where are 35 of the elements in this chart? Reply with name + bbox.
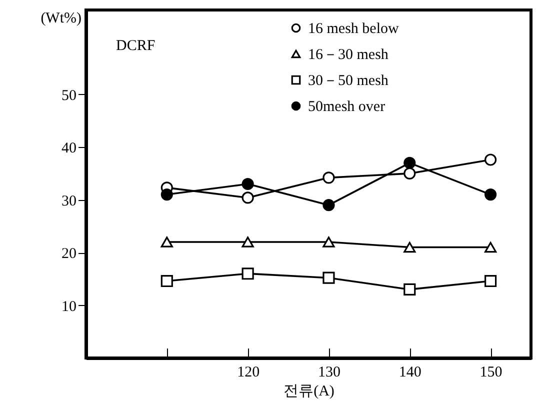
point: [322, 172, 335, 184]
point: [404, 283, 416, 296]
y-tick-label: 50: [62, 88, 76, 104]
x-tick-label: 140: [398, 364, 422, 380]
point: [242, 268, 254, 280]
y-tick-label: 10: [62, 298, 76, 315]
point: [484, 274, 497, 288]
x-axis-title: 전류(A): [284, 384, 334, 400]
y-tick-label: 20: [62, 246, 76, 262]
point: [160, 188, 173, 201]
point: [484, 154, 497, 166]
point: [242, 236, 254, 248]
y-axis-title: (Wt%): [40, 10, 82, 26]
x-tick-label: 130: [318, 364, 340, 380]
point: [484, 242, 497, 253]
point: [404, 167, 416, 180]
point: [242, 192, 254, 204]
x-tick-label: 150: [480, 364, 502, 380]
point: [242, 178, 254, 190]
point: [322, 236, 335, 248]
point: [322, 199, 335, 212]
legend-label: 30－50 mesh: [308, 73, 389, 89]
annotation: DCRF: [116, 38, 156, 54]
legend-label: 50mesh over: [308, 99, 386, 115]
y-tick-label: 40: [62, 140, 76, 157]
point: [160, 236, 173, 248]
point: [404, 242, 416, 253]
y-tick-label: 30: [62, 193, 76, 210]
point: [484, 188, 497, 201]
x-tick-label: 120: [237, 364, 260, 380]
legend-label: 16－30 mesh: [308, 47, 389, 63]
point: [404, 156, 416, 169]
point: [160, 274, 173, 288]
point: [322, 272, 335, 284]
legend-label: 16 mesh below: [308, 21, 399, 37]
